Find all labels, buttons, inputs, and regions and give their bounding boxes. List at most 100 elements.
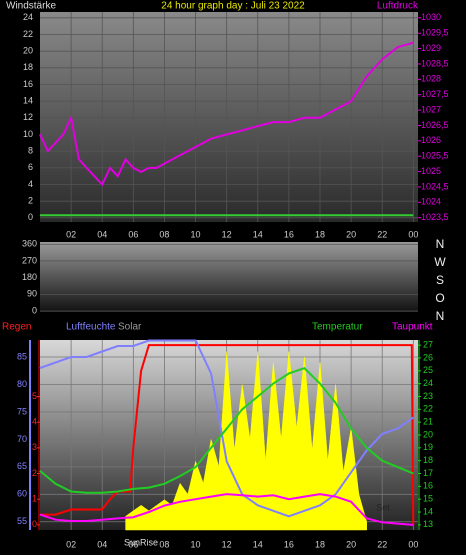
y-tick-label: 22 [423,404,433,414]
y-tick-label: 1026,5 [421,120,449,130]
y-tick-label: 20 [23,46,33,56]
x-tick-label: 12 [222,229,232,239]
x-tick-label: 22 [377,539,387,549]
x-tick-label: 10 [191,539,201,549]
legend-label: Regen [2,322,31,333]
legend-label: Temperatur [312,322,363,333]
x-tick-label: 08 [159,229,169,239]
y-tick-label: 4 [28,179,33,189]
plot-bg [40,242,418,312]
y-tick-label: 65 [17,461,27,471]
x-tick-label: 14 [253,539,263,549]
y-tick-label: 270 [22,255,37,265]
y-tick-label: 10 [23,129,33,139]
chart-title: 24 hour graph day : Juli 23 2022 [161,1,305,12]
annotation: Set [376,502,390,512]
direction-label: O [435,291,444,305]
x-tick-label: 10 [191,229,201,239]
y-tick-label: 16 [23,79,33,89]
legend-label: Luftdruck [377,1,419,12]
x-tick-label: 02 [66,229,76,239]
y-tick-label: 55 [17,516,27,526]
y-tick-label: 14 [23,96,33,106]
y-tick-label: 4 [32,417,37,427]
y-tick-label: 26 [423,352,433,362]
y-tick-label: 8 [28,146,33,156]
y-tick-label: 18 [423,455,433,465]
y-tick-label: 15 [423,494,433,504]
y-tick-label: 90 [27,289,37,299]
solar-area [125,351,367,531]
y-tick-label: 0 [32,305,37,315]
series-line [39,339,414,518]
x-tick-label: 04 [97,229,107,239]
x-tick-label: 22 [377,229,387,239]
direction-label: N [436,237,445,251]
y-tick-label: 75 [17,406,27,416]
direction-label: S [436,273,444,287]
y-tick-label: 1028,5 [421,58,449,68]
legend-label: Solar [118,322,142,333]
direction-label: N [436,309,445,323]
legend-label: Taupunkt [392,322,433,333]
x-tick-label: 06 [128,539,138,549]
y-tick-label: 180 [22,272,37,282]
series-line [39,493,414,526]
y-tick-label: 13 [423,519,433,529]
y-tick-label: 25 [423,365,433,375]
y-tick-label: 16 [423,481,433,491]
x-tick-label: 18 [315,539,325,549]
series-line [39,367,414,494]
y-tick-label: 70 [17,434,27,444]
y-tick-label: 1026 [421,135,441,145]
y-tick-label: 17 [423,468,433,478]
y-tick-label: 1027,5 [421,89,449,99]
legend-label: Luftfeuchte [66,322,116,333]
x-tick-label: 20 [346,539,356,549]
y-tick-label: 27 [423,340,433,350]
x-tick-label: 02 [66,539,76,549]
y-tick-label: 0 [28,212,33,222]
y-tick-label: 22 [23,29,33,39]
y-tick-label: 3 [32,442,37,452]
y-tick-label: 1030 [421,12,441,22]
y-tick-label: 21 [423,417,433,427]
x-tick-label: 08 [159,539,169,549]
y-tick-label: 24 [423,378,433,388]
y-tick-label: 1 [32,494,37,504]
y-tick-label: 60 [17,489,27,499]
x-tick-label: 16 [284,229,294,239]
x-tick-label: 04 [97,539,107,549]
legend-label: Windstärke [6,1,56,12]
y-tick-label: 5 [32,391,37,401]
y-tick-label: 1027 [421,104,441,114]
x-tick-label: 14 [253,229,263,239]
y-tick-label: 360 [22,239,37,249]
y-tick-label: 14 [423,506,433,516]
y-tick-label: 18 [23,62,33,72]
x-tick-label: 20 [346,229,356,239]
direction-label: W [434,255,446,269]
y-tick-label: 1024 [421,197,441,207]
y-tick-label: 85 [17,351,27,361]
x-tick-label: 18 [315,229,325,239]
y-tick-label: 0 [32,519,37,529]
y-tick-label: 12 [23,112,33,122]
y-tick-label: 19 [423,442,433,452]
y-tick-label: 1029 [421,43,441,53]
annotation: SunRise [124,537,158,547]
y-tick-label: 1025 [421,166,441,176]
x-tick-label: 16 [284,539,294,549]
y-tick-label: 2 [32,468,37,478]
y-tick-label: 20 [423,429,433,439]
plot-bg [40,12,418,222]
x-tick-label: 00 [408,229,418,239]
y-tick-label: 1029,5 [421,28,449,38]
x-tick-label: 06 [128,229,138,239]
y-tick-label: 1024,5 [421,181,449,191]
y-tick-label: 24 [23,12,33,22]
y-tick-label: 1028 [421,74,441,84]
series-line [39,41,414,187]
y-tick-label: 80 [17,379,27,389]
